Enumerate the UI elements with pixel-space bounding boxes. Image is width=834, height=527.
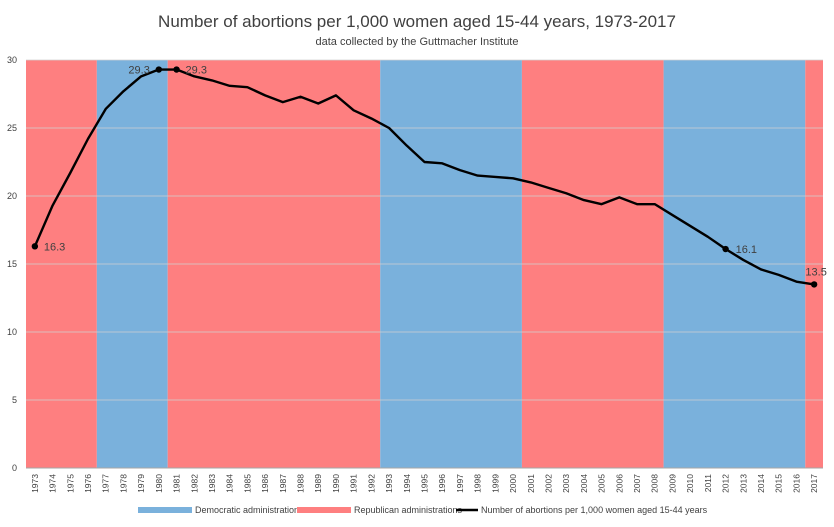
chart-subtitle: data collected by the Guttmacher Institu… — [315, 36, 518, 48]
y-tick-label: 20 — [7, 191, 17, 201]
x-tick-label: 1975 — [65, 474, 75, 493]
legend-label-line: Number of abortions per 1,000 women aged… — [481, 505, 708, 515]
x-tick-label: 1997 — [455, 474, 465, 493]
x-tick-label: 1998 — [473, 474, 483, 493]
x-tick-label: 1988 — [296, 474, 306, 493]
x-tick-label: 2017 — [809, 474, 819, 493]
x-tick-label: 1990 — [331, 474, 341, 493]
x-tick-label: 1974 — [48, 474, 58, 493]
x-tick-label: 2002 — [543, 474, 553, 493]
x-tick-label: 1978 — [118, 474, 128, 493]
x-tick-label: 2008 — [650, 474, 660, 493]
x-tick-label: 1983 — [207, 474, 217, 493]
y-tick-label: 10 — [7, 327, 17, 337]
x-tick-label: 2007 — [632, 474, 642, 493]
x-tick-label: 1993 — [384, 474, 394, 493]
x-tick-label: 1989 — [313, 474, 323, 493]
x-tick-label: 1980 — [154, 474, 164, 493]
x-tick-label: 2015 — [774, 474, 784, 493]
y-tick-label: 5 — [12, 395, 17, 405]
legend-label-republican: Republican administrations — [354, 505, 463, 515]
x-tick-label: 2005 — [597, 474, 607, 493]
legend-label-democratic: Democratic administrations — [195, 505, 304, 515]
x-tick-label: 2014 — [756, 474, 766, 493]
data-point-1973 — [31, 243, 39, 250]
y-tick-label: 25 — [7, 123, 17, 133]
legend-swatch-republican — [297, 507, 351, 513]
legend: Democratic administrations Republican adm… — [138, 505, 708, 515]
x-tick-label: 1999 — [490, 474, 500, 493]
x-tick-label: 2016 — [791, 474, 801, 493]
x-axis: 1973 1974 1975 1976 1977 1978 1979 1980 1981 1982… — [30, 474, 819, 493]
data-label-1973: 16.3 — [44, 241, 65, 253]
x-tick-label: 2009 — [667, 474, 677, 493]
x-tick-label: 1979 — [136, 474, 146, 493]
x-tick-label: 2011 — [703, 474, 713, 493]
x-tick-label: 1977 — [101, 474, 111, 493]
y-tick-label: 30 — [7, 55, 17, 65]
data-label-2017: 13.5 — [805, 266, 826, 278]
y-axis: 0 5 10 15 20 25 30 — [7, 55, 17, 473]
x-tick-label: 2000 — [508, 474, 518, 493]
data-point-2012 — [722, 245, 729, 253]
x-tick-label: 2001 — [526, 474, 536, 493]
data-label-2012: 16.1 — [736, 244, 757, 256]
x-tick-label: 1982 — [189, 474, 199, 493]
x-tick-label: 2003 — [561, 474, 571, 493]
data-label-1980: 29.3 — [128, 65, 149, 77]
gridlines — [26, 59, 823, 469]
data-point-1981 — [173, 66, 180, 73]
x-tick-label: 1981 — [172, 474, 182, 493]
x-tick-label: 2006 — [614, 474, 624, 493]
data-point-1980 — [155, 66, 163, 73]
y-tick-label: 15 — [7, 259, 17, 269]
series-line-group: 16.3 29.3 29.3 16.1 13.5 — [31, 65, 827, 288]
x-tick-label: 1992 — [366, 474, 376, 493]
x-tick-label: 2004 — [579, 474, 589, 493]
x-tick-label: 2010 — [685, 474, 695, 493]
series-line — [33, 68, 816, 286]
data-label-1981: 29.3 — [186, 65, 207, 77]
chart-title: Number of abortions per 1,000 women aged… — [158, 12, 676, 31]
x-tick-label: 1984 — [225, 474, 235, 493]
x-tick-label: 1991 — [349, 474, 359, 493]
legend-swatch-democratic — [138, 507, 192, 513]
x-tick-label: 1994 — [402, 474, 412, 493]
x-tick-label: 1987 — [278, 474, 288, 493]
x-tick-label: 1986 — [260, 474, 270, 493]
x-tick-label: 1985 — [242, 474, 252, 493]
x-tick-label: 2013 — [738, 474, 748, 493]
x-tick-label: 1976 — [83, 474, 93, 493]
x-tick-label: 1996 — [437, 474, 447, 493]
data-point-2017 — [810, 281, 818, 288]
y-tick-label: 0 — [12, 463, 17, 473]
x-tick-label: 1973 — [30, 474, 40, 493]
x-tick-label: 1995 — [420, 474, 430, 493]
x-tick-label: 2012 — [721, 474, 731, 493]
